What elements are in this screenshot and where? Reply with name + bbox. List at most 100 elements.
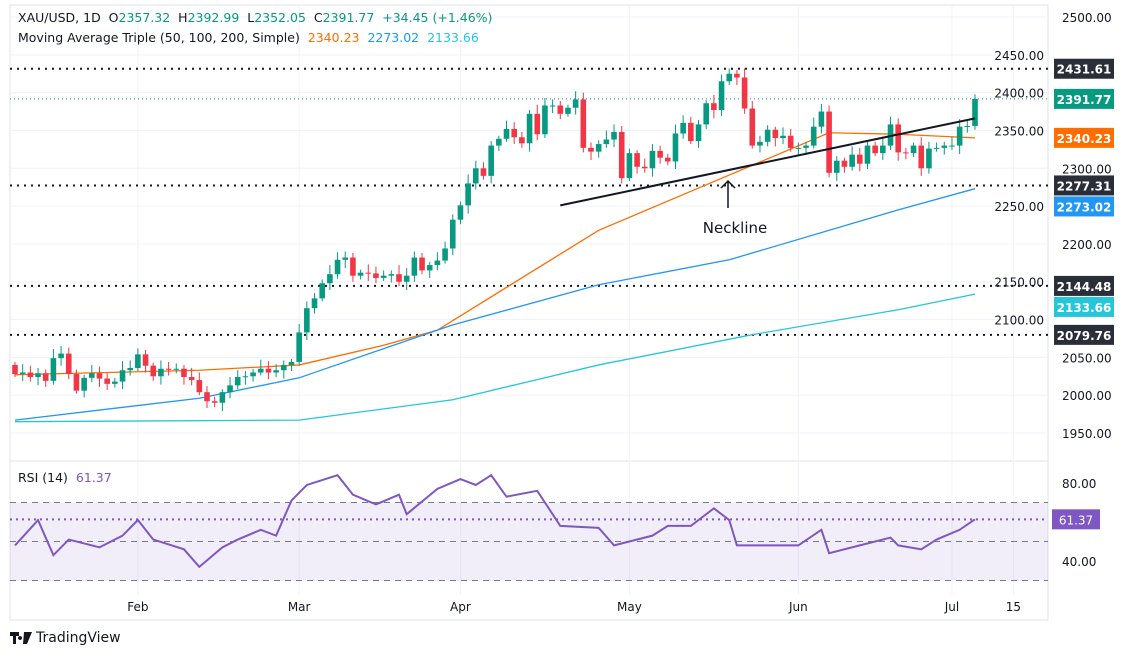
candle <box>672 124 679 170</box>
candle <box>542 97 548 139</box>
candle-body <box>442 248 448 261</box>
candle <box>749 100 756 149</box>
candle <box>127 360 133 376</box>
candle-body <box>411 257 418 276</box>
candle-body <box>810 126 817 146</box>
candle <box>135 348 141 371</box>
candle <box>841 157 848 173</box>
candle-body <box>158 368 164 377</box>
rsi-legend: RSI (14) 61.37 <box>18 470 112 485</box>
candle-body <box>488 145 494 176</box>
candle <box>826 105 832 178</box>
candle <box>158 360 164 385</box>
candle <box>549 99 556 114</box>
candle <box>764 125 771 147</box>
candle <box>250 368 256 382</box>
candle-body <box>373 273 379 278</box>
candle-body <box>542 105 548 135</box>
candle-body <box>265 368 272 373</box>
candle <box>150 362 157 381</box>
close-value: 2391.77 <box>322 10 375 25</box>
candle-body <box>941 145 948 148</box>
candle-body <box>803 145 809 148</box>
candle-body <box>311 298 318 309</box>
tradingview-logo[interactable]: TradingView <box>10 630 121 646</box>
candle-body <box>703 103 709 125</box>
candle <box>12 361 18 378</box>
candle <box>334 252 341 279</box>
candle <box>595 140 602 158</box>
candle-body <box>281 364 287 371</box>
rsi-tick-label: 80.00 <box>1062 477 1096 491</box>
candle <box>27 365 34 382</box>
candle-body <box>964 125 971 127</box>
price-tick-label: 2200.00 <box>1062 238 1112 252</box>
horizontal-levels <box>10 67 1048 336</box>
price-tick-label: 2450.00 <box>994 49 1044 63</box>
candle <box>211 396 218 408</box>
ma-badge <box>1054 296 1114 317</box>
candle <box>649 144 656 177</box>
candle-body <box>665 157 671 162</box>
price-tick-label: 2500.00 <box>1062 11 1112 25</box>
candle <box>196 372 203 396</box>
candle <box>580 92 587 153</box>
level-badge <box>1054 175 1114 196</box>
candle <box>641 158 648 173</box>
price-tick-label: 2350.00 <box>994 124 1044 138</box>
ma-label: Moving Average Triple (50, 100, 200, Sim… <box>18 30 300 45</box>
time-tick-label: May <box>617 600 642 614</box>
candle <box>419 252 425 275</box>
candle-body <box>526 113 533 144</box>
candle <box>810 117 817 149</box>
candle-body <box>426 265 433 271</box>
candle <box>380 270 387 281</box>
candle <box>488 141 494 184</box>
candle-body <box>12 364 18 375</box>
candle <box>73 369 80 394</box>
candle <box>89 364 95 383</box>
candle-body <box>972 98 978 126</box>
candle <box>465 174 471 214</box>
candle-body <box>787 135 794 148</box>
candle-body <box>334 259 341 275</box>
candle <box>726 68 733 86</box>
candle-body <box>849 154 855 167</box>
candle-body <box>449 219 456 249</box>
candle-body <box>857 154 863 164</box>
close-prefix: C <box>313 10 323 25</box>
candle-body <box>465 183 471 206</box>
candle-body <box>618 131 625 179</box>
candle <box>42 369 49 387</box>
candle-body <box>641 166 648 169</box>
candle-body <box>757 141 763 146</box>
candle-body <box>58 353 64 359</box>
candle <box>864 140 871 170</box>
candle-body <box>327 274 333 284</box>
candle <box>803 141 809 154</box>
candle <box>188 367 195 386</box>
ma50-value: 2340.23 <box>307 30 360 45</box>
brand-name: TradingView <box>36 630 121 646</box>
candle-body <box>65 353 72 375</box>
grid <box>9 4 1049 621</box>
candle-body <box>580 99 587 148</box>
ma-badge-text: 2133.66 <box>1057 301 1112 315</box>
candle <box>219 389 226 412</box>
symbol-legend: XAU/USD, 1D O2357.32 H2392.99 L2352.05 C… <box>18 10 492 25</box>
last-price-badge <box>1054 88 1114 109</box>
level-badge-text: 2144.48 <box>1057 280 1112 294</box>
candle <box>165 361 172 376</box>
candle <box>572 91 579 115</box>
candle-body <box>273 370 279 373</box>
candle-body <box>142 354 149 366</box>
candle-body <box>826 111 832 173</box>
candle-body <box>419 257 425 271</box>
candle <box>442 241 448 264</box>
candle-body <box>726 73 733 82</box>
candle <box>373 266 379 284</box>
candle <box>972 94 978 130</box>
candle <box>933 142 940 152</box>
candle-body <box>204 392 210 402</box>
